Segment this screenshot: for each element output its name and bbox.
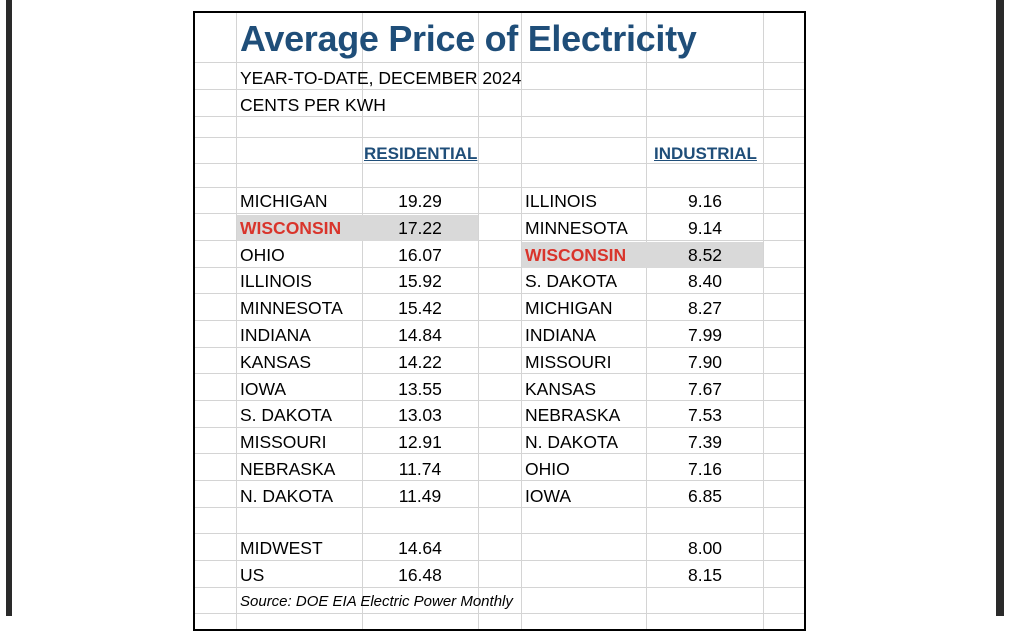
- industrial-value: 9.14: [687, 218, 723, 238]
- gridline: [763, 13, 764, 629]
- summary-industrial-us: 8.15: [687, 565, 723, 585]
- summary-label-us: US: [240, 565, 265, 585]
- industrial-state: MINNESOTA: [525, 218, 628, 238]
- residential-state: IOWA: [240, 379, 287, 399]
- residential-value: 11.74: [398, 459, 442, 479]
- industrial-value: 7.16: [687, 459, 723, 479]
- gridline: [478, 13, 479, 629]
- window-frame-left: [0, 0, 12, 616]
- summary-residential-us: 16.48: [398, 565, 442, 585]
- industrial-value: 7.67: [687, 379, 723, 399]
- industrial-value: 9.16: [687, 191, 723, 211]
- residential-state: KANSAS: [240, 352, 311, 372]
- industrial-state: S. DAKOTA: [525, 271, 618, 291]
- page-title: Average Price of Electricity: [240, 18, 697, 59]
- residential-value: 13.03: [398, 405, 442, 425]
- residential-value: 13.55: [398, 379, 442, 399]
- industrial-header: INDUSTRIAL: [654, 144, 757, 163]
- industrial-state: MICHIGAN: [525, 298, 613, 318]
- residential-value: 12.91: [398, 432, 442, 452]
- gridline: [521, 13, 522, 629]
- spreadsheet: Average Price of Electricity YEAR-TO-DAT…: [193, 11, 806, 631]
- subtitle-units: CENTS PER KWH: [240, 95, 386, 115]
- residential-state: N. DAKOTA: [240, 486, 334, 506]
- residential-value: 16.07: [398, 245, 442, 265]
- residential-value: 11.49: [398, 486, 442, 506]
- industrial-value: 7.39: [687, 432, 723, 452]
- industrial-state: IOWA: [525, 486, 572, 506]
- gridline: [195, 187, 804, 188]
- summary-industrial-midwest: 8.00: [687, 538, 723, 558]
- gridline: [646, 13, 647, 629]
- residential-state: S. DAKOTA: [240, 405, 333, 425]
- industrial-state: OHIO: [525, 459, 570, 479]
- industrial-state: KANSAS: [525, 379, 596, 399]
- gridline: [195, 163, 804, 164]
- industrial-highlight-row: [522, 242, 763, 268]
- gridline: [195, 613, 804, 614]
- industrial-state: MISSOURI: [525, 352, 612, 372]
- industrial-value: 8.52: [687, 245, 723, 265]
- summary-label-midwest: MIDWEST: [240, 538, 323, 558]
- industrial-value: 7.99: [687, 325, 723, 345]
- gridline: [195, 116, 804, 117]
- gridline: [195, 507, 804, 508]
- residential-state: INDIANA: [240, 325, 311, 345]
- gridline: [195, 62, 804, 63]
- residential-state: MICHIGAN: [240, 191, 328, 211]
- residential-value: 15.92: [398, 271, 442, 291]
- residential-state: MISSOURI: [240, 432, 327, 452]
- gridline: [195, 320, 804, 321]
- gridline: [195, 427, 804, 428]
- subtitle-date: YEAR-TO-DATE, DECEMBER 2024: [240, 68, 522, 88]
- gridline: [195, 89, 804, 90]
- gridline: [195, 267, 804, 268]
- industrial-value: 7.90: [687, 352, 723, 372]
- residential-state: NEBRASKA: [240, 459, 336, 479]
- residential-value: 14.84: [398, 325, 442, 345]
- industrial-state: INDIANA: [525, 325, 596, 345]
- residential-highlight-row: [237, 215, 478, 241]
- gridline: [195, 480, 804, 481]
- residential-value: 17.22: [398, 218, 442, 238]
- residential-value: 14.22: [398, 352, 442, 372]
- residential-state: ILLINOIS: [240, 271, 312, 291]
- gridline: [195, 213, 804, 214]
- industrial-value: 6.85: [687, 486, 723, 506]
- gridline: [195, 533, 804, 534]
- residential-state: OHIO: [240, 245, 285, 265]
- industrial-state: ILLINOIS: [525, 191, 597, 211]
- industrial-value: 8.27: [687, 298, 723, 318]
- residential-state: WISCONSIN: [240, 218, 342, 238]
- industrial-value: 7.53: [687, 405, 723, 425]
- gridline: [195, 373, 804, 374]
- window-frame-right: [996, 0, 1004, 616]
- industrial-state: NEBRASKA: [525, 405, 621, 425]
- gridline: [195, 400, 804, 401]
- industrial-state: N. DAKOTA: [525, 432, 619, 452]
- gridline: [195, 137, 804, 138]
- gridline: [362, 13, 363, 629]
- gridline: [195, 560, 804, 561]
- industrial-value: 8.40: [687, 271, 723, 291]
- gridline: [195, 240, 804, 241]
- gridline: [195, 293, 804, 294]
- residential-state: MINNESOTA: [240, 298, 343, 318]
- residential-value: 19.29: [398, 191, 442, 211]
- source-note: Source: DOE EIA Electric Power Monthly: [240, 593, 513, 610]
- summary-residential-midwest: 14.64: [398, 538, 442, 558]
- gridline: [195, 453, 804, 454]
- gridline: [195, 347, 804, 348]
- residential-header: RESIDENTIAL: [364, 144, 478, 163]
- gridline: [195, 587, 804, 588]
- residential-value: 15.42: [398, 298, 442, 318]
- gridline: [236, 13, 237, 629]
- industrial-state: WISCONSIN: [525, 245, 627, 265]
